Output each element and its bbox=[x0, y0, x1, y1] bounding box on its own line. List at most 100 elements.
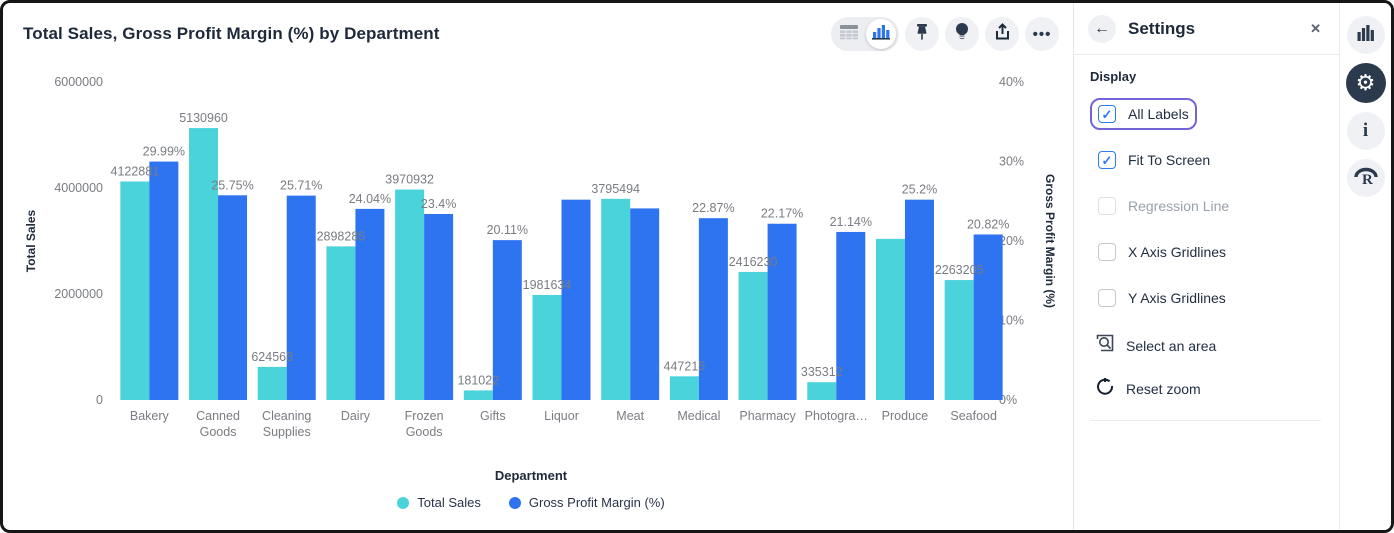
x-axis-category-label: Supplies bbox=[263, 425, 311, 439]
x-axis-category-label: Gifts bbox=[480, 409, 506, 423]
x-axis-category-label: Photogra… bbox=[805, 409, 868, 423]
checkbox-label: Y Axis Gridlines bbox=[1128, 290, 1226, 306]
bar-gross-profit-margin[interactable] bbox=[218, 195, 248, 400]
chart-toolbar: ••• bbox=[831, 17, 1059, 51]
checkbox-all-labels[interactable]: ✓ All Labels bbox=[1090, 98, 1197, 130]
bar-chart[interactable]: 6000000 4000000 2000000 0 40% 30% 20% 10% 0% Tota… bbox=[3, 59, 1059, 453]
bar-gross-profit-margin[interactable] bbox=[698, 218, 728, 400]
chart-view-button[interactable] bbox=[866, 19, 896, 49]
checkbox-x-axis-gridlines[interactable]: ✓ X Axis Gridlines bbox=[1090, 236, 1234, 268]
display-section-label: Display bbox=[1090, 69, 1137, 84]
x-axis-category-label: Canned bbox=[196, 409, 240, 423]
side-icon-rail: ⚙ i R bbox=[1339, 3, 1391, 530]
checkbox-box: ✓ bbox=[1098, 151, 1116, 169]
data-label-gpm: 29.99% bbox=[143, 145, 185, 159]
bar-gross-profit-margin[interactable] bbox=[973, 234, 1003, 400]
settings-title: Settings bbox=[1128, 18, 1196, 38]
data-label-gpm: 22.17% bbox=[761, 207, 803, 221]
bar-gross-profit-margin[interactable] bbox=[767, 223, 797, 400]
bar-gross-profit-margin[interactable] bbox=[492, 240, 522, 400]
data-label-total-sales: 3970932 bbox=[385, 173, 434, 187]
data-label-total-sales: 181022 bbox=[457, 373, 499, 387]
bar-total-sales[interactable] bbox=[395, 189, 425, 400]
checkbox-label: Regression Line bbox=[1128, 198, 1230, 214]
left-axis-tick: 0 bbox=[96, 393, 103, 407]
right-axis-tick: 10% bbox=[999, 314, 1024, 328]
bar-total-sales[interactable] bbox=[120, 181, 150, 400]
left-axis-tick: 6000000 bbox=[54, 75, 103, 89]
bar-total-sales[interactable] bbox=[738, 271, 768, 400]
bar-total-sales[interactable] bbox=[189, 128, 219, 400]
data-label-gpm: 21.14% bbox=[830, 215, 872, 229]
back-button[interactable]: ← bbox=[1088, 14, 1116, 43]
data-label-total-sales: 447215 bbox=[664, 359, 706, 373]
data-label-total-sales: 624568 bbox=[251, 350, 293, 364]
lightbulb-icon bbox=[954, 22, 970, 46]
bar-gross-profit-margin[interactable] bbox=[149, 161, 179, 400]
checkbox-regression-line[interactable]: ✓ Regression Line bbox=[1090, 190, 1237, 222]
bar-total-sales[interactable] bbox=[601, 198, 631, 400]
chart-header: Total Sales, Gross Profit Margin (%) by … bbox=[3, 3, 1073, 55]
bar-total-sales[interactable] bbox=[944, 280, 974, 400]
close-button[interactable]: ✕ bbox=[1306, 17, 1325, 41]
rail-settings-button[interactable]: ⚙ bbox=[1345, 63, 1386, 103]
insights-button[interactable] bbox=[945, 17, 979, 51]
r-logo-icon: R bbox=[1353, 166, 1378, 191]
bar-gross-profit-margin[interactable] bbox=[836, 231, 866, 400]
action-label: Select an area bbox=[1126, 337, 1217, 354]
bar-total-sales[interactable] bbox=[669, 376, 699, 400]
bar-gross-profit-margin[interactable] bbox=[630, 208, 660, 400]
checkmark-icon: ✓ bbox=[1101, 152, 1113, 168]
data-label-total-sales: 1981634 bbox=[523, 278, 572, 292]
checkbox-y-axis-gridlines[interactable]: ✓ Y Axis Gridlines bbox=[1090, 282, 1234, 314]
bar-gross-profit-margin[interactable] bbox=[561, 199, 591, 400]
legend-item-gross-profit-margin[interactable]: Gross Profit Margin (%) bbox=[508, 495, 665, 510]
info-icon: i bbox=[1362, 120, 1369, 141]
rail-r-script-button[interactable]: R bbox=[1346, 159, 1385, 197]
x-axis-category-label: Bakery bbox=[130, 409, 170, 423]
share-button[interactable] bbox=[985, 17, 1019, 51]
bar-total-sales[interactable] bbox=[326, 246, 356, 400]
checkbox-fit-to-screen[interactable]: ✓ Fit To Screen bbox=[1090, 144, 1218, 176]
chart-title: Total Sales, Gross Profit Margin (%) by … bbox=[23, 24, 440, 43]
legend-label: Gross Profit Margin (%) bbox=[528, 495, 665, 510]
data-label-gpm: 22.87% bbox=[692, 201, 734, 215]
legend-label: Total Sales bbox=[417, 495, 481, 510]
bar-gross-profit-margin[interactable] bbox=[904, 199, 934, 400]
checkbox-box: ✓ bbox=[1098, 105, 1116, 123]
bar-total-sales[interactable] bbox=[807, 382, 837, 400]
pin-icon bbox=[914, 23, 930, 46]
rail-info-button[interactable]: i bbox=[1346, 112, 1385, 150]
rail-chart-button[interactable] bbox=[1346, 16, 1385, 54]
x-axis-category-label: Medical bbox=[677, 409, 720, 423]
data-label-gpm: 25.75% bbox=[211, 178, 253, 192]
action-label: Reset zoom bbox=[1126, 380, 1201, 397]
ellipsis-icon: ••• bbox=[1032, 25, 1052, 43]
back-arrow-icon: ← bbox=[1094, 19, 1110, 37]
bar-total-sales[interactable] bbox=[875, 238, 905, 400]
bar-gross-profit-margin[interactable] bbox=[355, 208, 385, 400]
view-toggle bbox=[831, 17, 899, 51]
close-icon: ✕ bbox=[1310, 20, 1321, 36]
bar-total-sales[interactable] bbox=[532, 294, 562, 400]
bar-gross-profit-margin[interactable] bbox=[424, 213, 454, 400]
legend-dot-cyan bbox=[397, 496, 410, 509]
data-label-total-sales: 5130960 bbox=[179, 111, 228, 125]
bar-total-sales[interactable] bbox=[463, 390, 493, 400]
bar-gross-profit-margin[interactable] bbox=[286, 195, 316, 400]
bar-total-sales[interactable] bbox=[257, 366, 287, 400]
reset-zoom-action[interactable]: Reset zoom bbox=[1096, 377, 1321, 400]
data-label-gpm: 23.4% bbox=[421, 197, 456, 211]
gear-icon: ⚙ bbox=[1355, 70, 1376, 95]
settings-header: ← Settings ✕ bbox=[1074, 3, 1339, 55]
pin-button[interactable] bbox=[905, 17, 939, 51]
legend-item-total-sales[interactable]: Total Sales bbox=[397, 495, 481, 510]
checkbox-box: ✓ bbox=[1098, 243, 1116, 261]
more-options-button[interactable]: ••• bbox=[1025, 17, 1059, 51]
select-area-action[interactable]: Select an area bbox=[1096, 334, 1321, 357]
table-view-button[interactable] bbox=[834, 19, 864, 49]
x-axis-category-label: Goods bbox=[406, 425, 443, 439]
checkbox-label: Fit To Screen bbox=[1128, 152, 1211, 168]
legend-dot-blue bbox=[508, 496, 521, 509]
